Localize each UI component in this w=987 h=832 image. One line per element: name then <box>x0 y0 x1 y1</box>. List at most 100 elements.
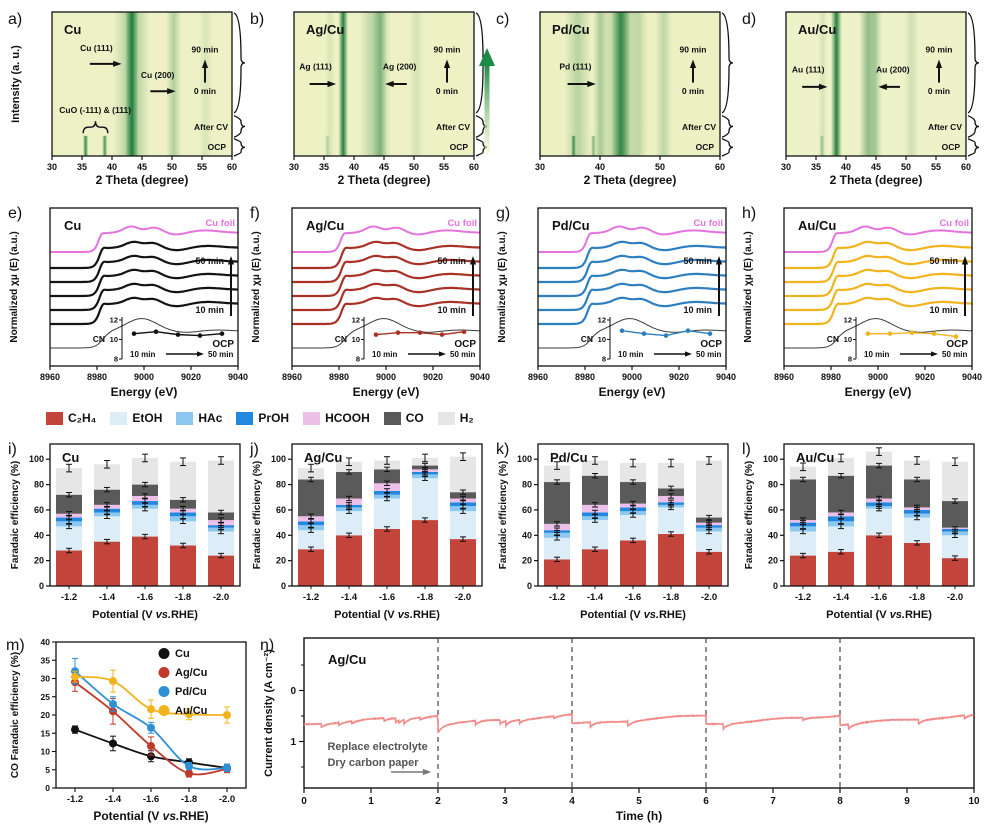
inset-y-tick: 10 <box>598 335 606 344</box>
y-tick-label: 100 <box>271 454 286 464</box>
foil-label: Cu foil <box>447 218 477 229</box>
time-curve <box>50 254 238 284</box>
legend-label: H₂ <box>459 411 474 425</box>
panel-letter: b) <box>250 11 264 28</box>
diffraction-stripe <box>198 12 213 156</box>
bar-segment <box>582 549 608 586</box>
inset-start-label: 10 min <box>864 350 889 359</box>
legend-item-4: PrOH <box>236 411 289 425</box>
bar-segment <box>790 466 816 480</box>
current-density-trace <box>303 713 975 734</box>
cn-point <box>865 331 871 336</box>
data-point <box>147 742 155 751</box>
bar-segment <box>170 545 196 586</box>
cn-point <box>175 332 181 337</box>
after-cv-label: After CV <box>682 122 716 132</box>
y-tick-label: 100 <box>517 454 532 464</box>
x-tick-label: 55 <box>439 162 449 172</box>
panel-letter: j) <box>249 441 259 458</box>
x-tick-label: 60 <box>469 162 479 172</box>
data-point <box>109 677 117 686</box>
time-top-label: 90 min <box>926 44 953 54</box>
bar-segment <box>336 535 362 586</box>
bar-segment <box>828 457 854 476</box>
ocp-curve <box>538 318 726 349</box>
time-curve <box>50 296 238 326</box>
x-tick-label: 9020 <box>423 372 443 382</box>
diffraction-stripe <box>113 12 150 156</box>
cn-point <box>461 329 467 334</box>
bar-segment <box>298 549 324 586</box>
y-tick-label: 35 <box>41 655 51 665</box>
x-tick-label: 55 <box>931 162 941 172</box>
x-axis-label: Energy (eV) <box>599 385 666 399</box>
foil-label: Cu foil <box>693 218 723 229</box>
foil-curve <box>292 225 480 253</box>
bar-segment <box>658 507 684 535</box>
legend-label: HAc <box>198 411 223 425</box>
foil-label: Cu foil <box>205 218 235 229</box>
ocp-curve <box>784 318 972 349</box>
x-tick-label: -1.6 <box>137 592 153 603</box>
time-curve <box>538 268 726 298</box>
legend-swatch <box>437 411 455 425</box>
ocp-label: OCP <box>454 339 476 350</box>
bar-segment <box>904 542 930 586</box>
cn-point <box>219 331 225 336</box>
time-zero-label: 0 min <box>682 86 704 96</box>
t50-label: 50 min <box>437 256 466 266</box>
x-tick-label: -2.0 <box>213 592 229 603</box>
x-tick-label: 8960 <box>282 372 302 382</box>
y-tick-label: 0 <box>39 581 44 591</box>
y-axis-label: Normalized χμ (E) (a.u.) <box>251 231 262 342</box>
plot-frame <box>539 11 721 157</box>
bar-segment <box>336 461 362 472</box>
panel-m: 0 5 10 15 20 25 30 35 40 -1.2 -1.4 -1.6 -1.8 -2.0 Cu Ag… <box>4 630 256 832</box>
diffraction-stripe <box>166 12 182 156</box>
bar-segment <box>790 531 816 556</box>
y-tick-label: 20 <box>34 556 44 566</box>
inset-y-tick: 12 <box>110 316 118 325</box>
inset-y-tick: 10 <box>352 335 360 344</box>
bar-segment <box>298 479 324 517</box>
bar-segment <box>582 460 608 476</box>
panel-letter: l) <box>742 441 751 458</box>
bar-segment <box>904 517 930 543</box>
peak-annotation: Au (111) <box>792 64 825 74</box>
panel-title: Cu <box>62 450 79 465</box>
x-tick-label: 50 <box>409 162 419 172</box>
bar-segment <box>374 483 400 491</box>
panel-title: Pd/Cu <box>550 450 588 465</box>
inset-end-label: 50 min <box>208 350 233 359</box>
panel-h: 8960 8980 9000 9020 9040 Energy (eV) Normalize… <box>740 200 983 406</box>
annotation-line-1: Replace electrolyte <box>327 741 427 753</box>
panel-letter: g) <box>496 205 510 222</box>
panel-letter: n) <box>260 637 274 654</box>
bar-segment <box>942 535 968 559</box>
inset-end-label: 50 min <box>450 350 475 359</box>
time-zero-label: 0 min <box>436 86 458 96</box>
data-point <box>185 769 193 778</box>
bar-segment <box>56 550 82 586</box>
bar-segment <box>620 463 646 483</box>
fe-bar-chart-pdcu: 0 20 40 60 80 100 -1.2 -1.4 -1.6 -1.8 -2.0 Potentia… <box>496 441 729 621</box>
cn-point <box>707 331 713 336</box>
time-curve <box>538 296 726 326</box>
x-tick-label: 50 <box>167 162 177 172</box>
bar-segment <box>450 539 476 586</box>
ocp-label: OCP <box>946 339 968 350</box>
x-tick-label: -2.0 <box>947 592 963 603</box>
foil-curve <box>538 225 726 253</box>
x-tick-label: 6 <box>703 796 709 807</box>
panel-title: Ag/Cu <box>306 218 344 233</box>
bar-segment <box>336 498 362 505</box>
time-curve <box>292 296 480 326</box>
y-tick-label: 60 <box>276 505 286 515</box>
x-tick-label: 30 <box>289 162 299 172</box>
legend-swatch <box>110 411 128 425</box>
cn-point <box>663 333 669 338</box>
brace <box>967 138 980 157</box>
bar-segment <box>56 468 82 495</box>
diffraction-stripe <box>904 12 919 156</box>
t10-label: 10 min <box>683 305 712 315</box>
